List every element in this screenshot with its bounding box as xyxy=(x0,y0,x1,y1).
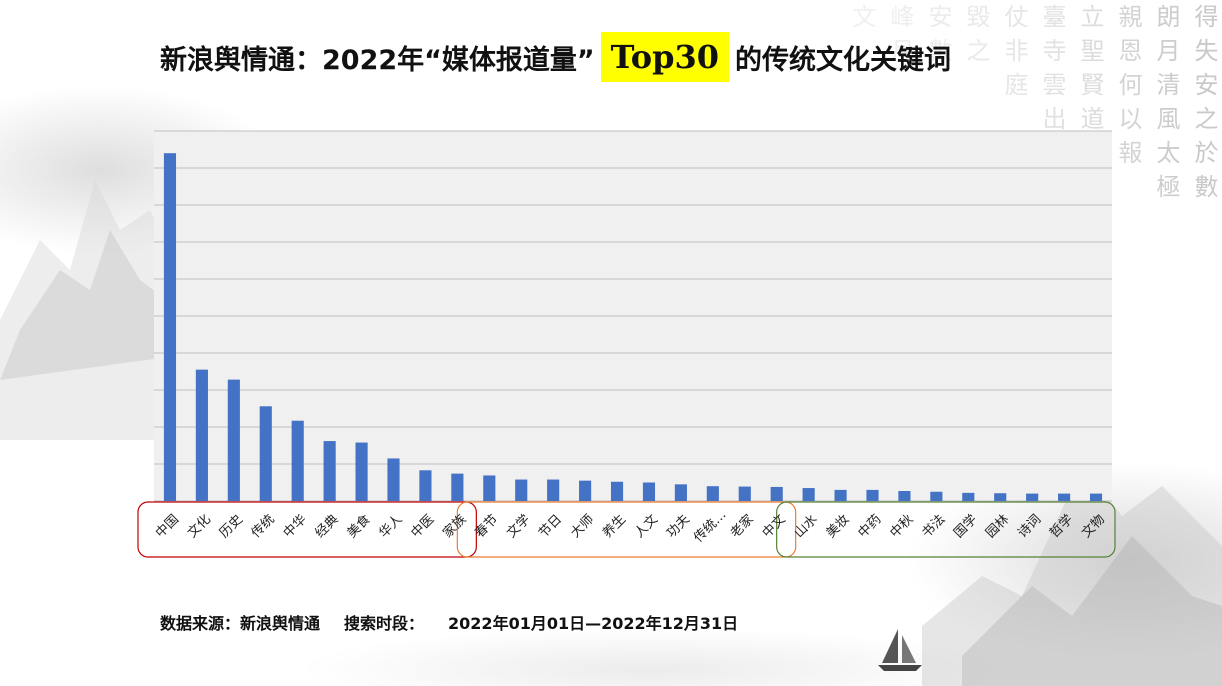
x-tick-label: 书法 xyxy=(919,512,948,541)
x-tick-label: 历史 xyxy=(217,512,246,541)
x-tick-label: 经典 xyxy=(313,512,342,541)
bar xyxy=(355,442,368,501)
bar xyxy=(610,481,624,501)
x-tick-label: 文学 xyxy=(504,511,534,541)
x-tick-label: 传统 xyxy=(249,512,278,541)
x-tick-label: 园林 xyxy=(983,512,1012,541)
bar xyxy=(898,491,911,501)
x-tick-label: 中国 xyxy=(153,512,182,541)
bar xyxy=(515,479,528,501)
bar xyxy=(706,486,719,501)
source-label: 数据来源：新浪舆情通 xyxy=(160,614,321,633)
period-range: 2022年01月01日—2022年12月31日 xyxy=(448,614,739,633)
x-tick-label: 哲学 xyxy=(1046,511,1076,541)
x-axis-tick-labels: 中国 文化 历史 传统 中华 经典 美食 华人 中医 家族 春节 文学 节日 大师 养生 人文 功夫传统…老家中… xyxy=(153,507,1108,545)
bar xyxy=(642,482,656,501)
bar xyxy=(1026,493,1039,501)
title-suffix: 的传统文化关键词 xyxy=(735,44,952,76)
x-tick-label: 诗词 xyxy=(1015,512,1044,541)
x-tick-label: 中秋 xyxy=(887,512,916,541)
x-tick-label: 中文 xyxy=(760,512,789,541)
x-tick-label: 人文 xyxy=(632,512,661,541)
chart-title: 新浪舆情通：2022年“媒体报道量” Top30 的传统文化关键词 xyxy=(160,32,951,82)
bar xyxy=(579,480,592,501)
bar-chart: 中国 文化 历史 传统 中华 经典 美食 华人 中医 家族 春节 文学 节日 大师 养生 人文 功夫传统…老家中… xyxy=(137,130,1116,558)
x-tick-label: 中医 xyxy=(408,512,437,541)
bar xyxy=(738,486,751,501)
x-tick-label: 美食 xyxy=(344,511,374,541)
bar xyxy=(994,493,1007,501)
bar xyxy=(674,484,687,501)
bar xyxy=(962,492,975,501)
bar xyxy=(291,420,304,501)
bar-series xyxy=(163,153,1103,501)
bar xyxy=(1089,493,1103,501)
bar xyxy=(163,153,177,501)
bar xyxy=(547,479,560,501)
x-tick-label: 中华 xyxy=(281,512,310,541)
x-tick-label: 华人 xyxy=(377,512,406,541)
bar xyxy=(195,369,208,501)
bar xyxy=(930,491,943,501)
x-tick-label: 文物 xyxy=(1079,512,1108,541)
category-group-box xyxy=(776,501,1116,558)
period-label: 搜索时段： xyxy=(344,614,425,633)
bar xyxy=(834,489,847,501)
category-group-boxes xyxy=(137,501,1116,558)
title-prefix: 新浪舆情通：2022年“媒体报道量” xyxy=(160,44,595,76)
bar xyxy=(451,473,464,501)
bar xyxy=(227,379,240,501)
x-tick-label: 养生 xyxy=(599,511,629,541)
bar xyxy=(387,458,400,501)
x-tick-label: 老家 xyxy=(727,511,757,541)
bar xyxy=(1058,493,1071,501)
bar xyxy=(802,488,815,501)
gridlines xyxy=(154,130,1112,502)
x-tick-label: 文化 xyxy=(185,512,214,541)
title-highlight: Top30 xyxy=(600,32,730,82)
bar xyxy=(323,441,336,501)
x-tick-label: 家族 xyxy=(440,511,470,541)
x-tick-label: 美妆 xyxy=(824,512,853,541)
x-tick-label: 国学 xyxy=(951,511,981,541)
data-source-note: 数据来源：新浪舆情通 搜索时段： 2022年01月01日—2022年12月31日 xyxy=(160,610,762,634)
x-tick-label: 大师 xyxy=(568,512,597,541)
bar xyxy=(259,406,272,501)
category-group-box xyxy=(456,501,797,558)
x-tick-label: 中药 xyxy=(856,512,885,541)
x-tick-label: 传统… xyxy=(691,507,729,545)
bar xyxy=(419,470,432,501)
x-tick-label: 节日 xyxy=(536,512,565,541)
bar xyxy=(866,489,879,501)
bar xyxy=(770,486,783,501)
category-group-box xyxy=(137,501,477,558)
x-tick-label: 功夫 xyxy=(664,512,693,541)
bar xyxy=(483,475,496,501)
